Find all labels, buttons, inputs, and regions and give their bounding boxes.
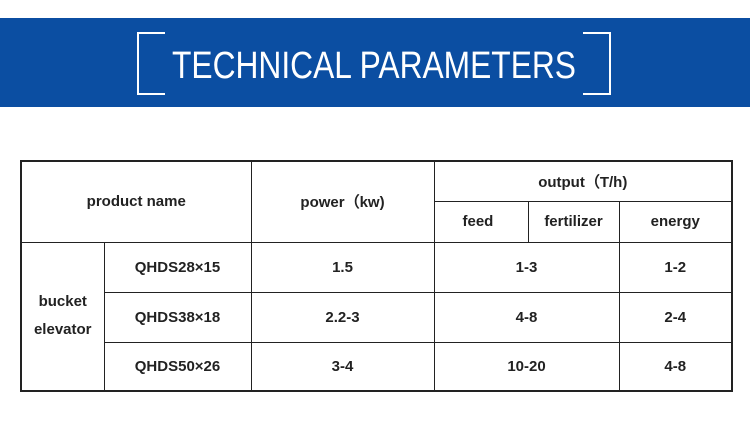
- header-cell: fertilizer: [527, 200, 620, 243]
- left-bracket: [137, 32, 165, 95]
- group-cell: bucket elevator: [20, 241, 105, 392]
- cell: 4-8: [618, 341, 733, 392]
- cell: 4-8: [433, 291, 620, 343]
- title: TECHNICAL PARAMETERS: [172, 45, 576, 87]
- cell: 2-4: [618, 291, 733, 343]
- parameters-table: product name power（kw) output（T/h) feed …: [20, 160, 734, 392]
- banner-background: [0, 18, 750, 107]
- cell: 10-20: [433, 341, 620, 392]
- header-cell: feed: [433, 200, 529, 243]
- banner: TECHNICAL PARAMETERS: [0, 18, 750, 107]
- header-cell: power（kw): [250, 160, 435, 243]
- header-cell: product name: [20, 160, 252, 243]
- cell: 1-2: [618, 241, 733, 293]
- cell: 1.5: [250, 241, 435, 293]
- cell: 2.2-3: [250, 291, 435, 343]
- header-cell: energy: [618, 200, 733, 243]
- right-bracket: [583, 32, 611, 95]
- cell: QHDS50×26: [103, 341, 252, 392]
- cell: QHDS38×18: [103, 291, 252, 343]
- cell: 3-4: [250, 341, 435, 392]
- cell: QHDS28×15: [103, 241, 252, 293]
- header-cell: output（T/h): [433, 160, 733, 202]
- cell: 1-3: [433, 241, 620, 293]
